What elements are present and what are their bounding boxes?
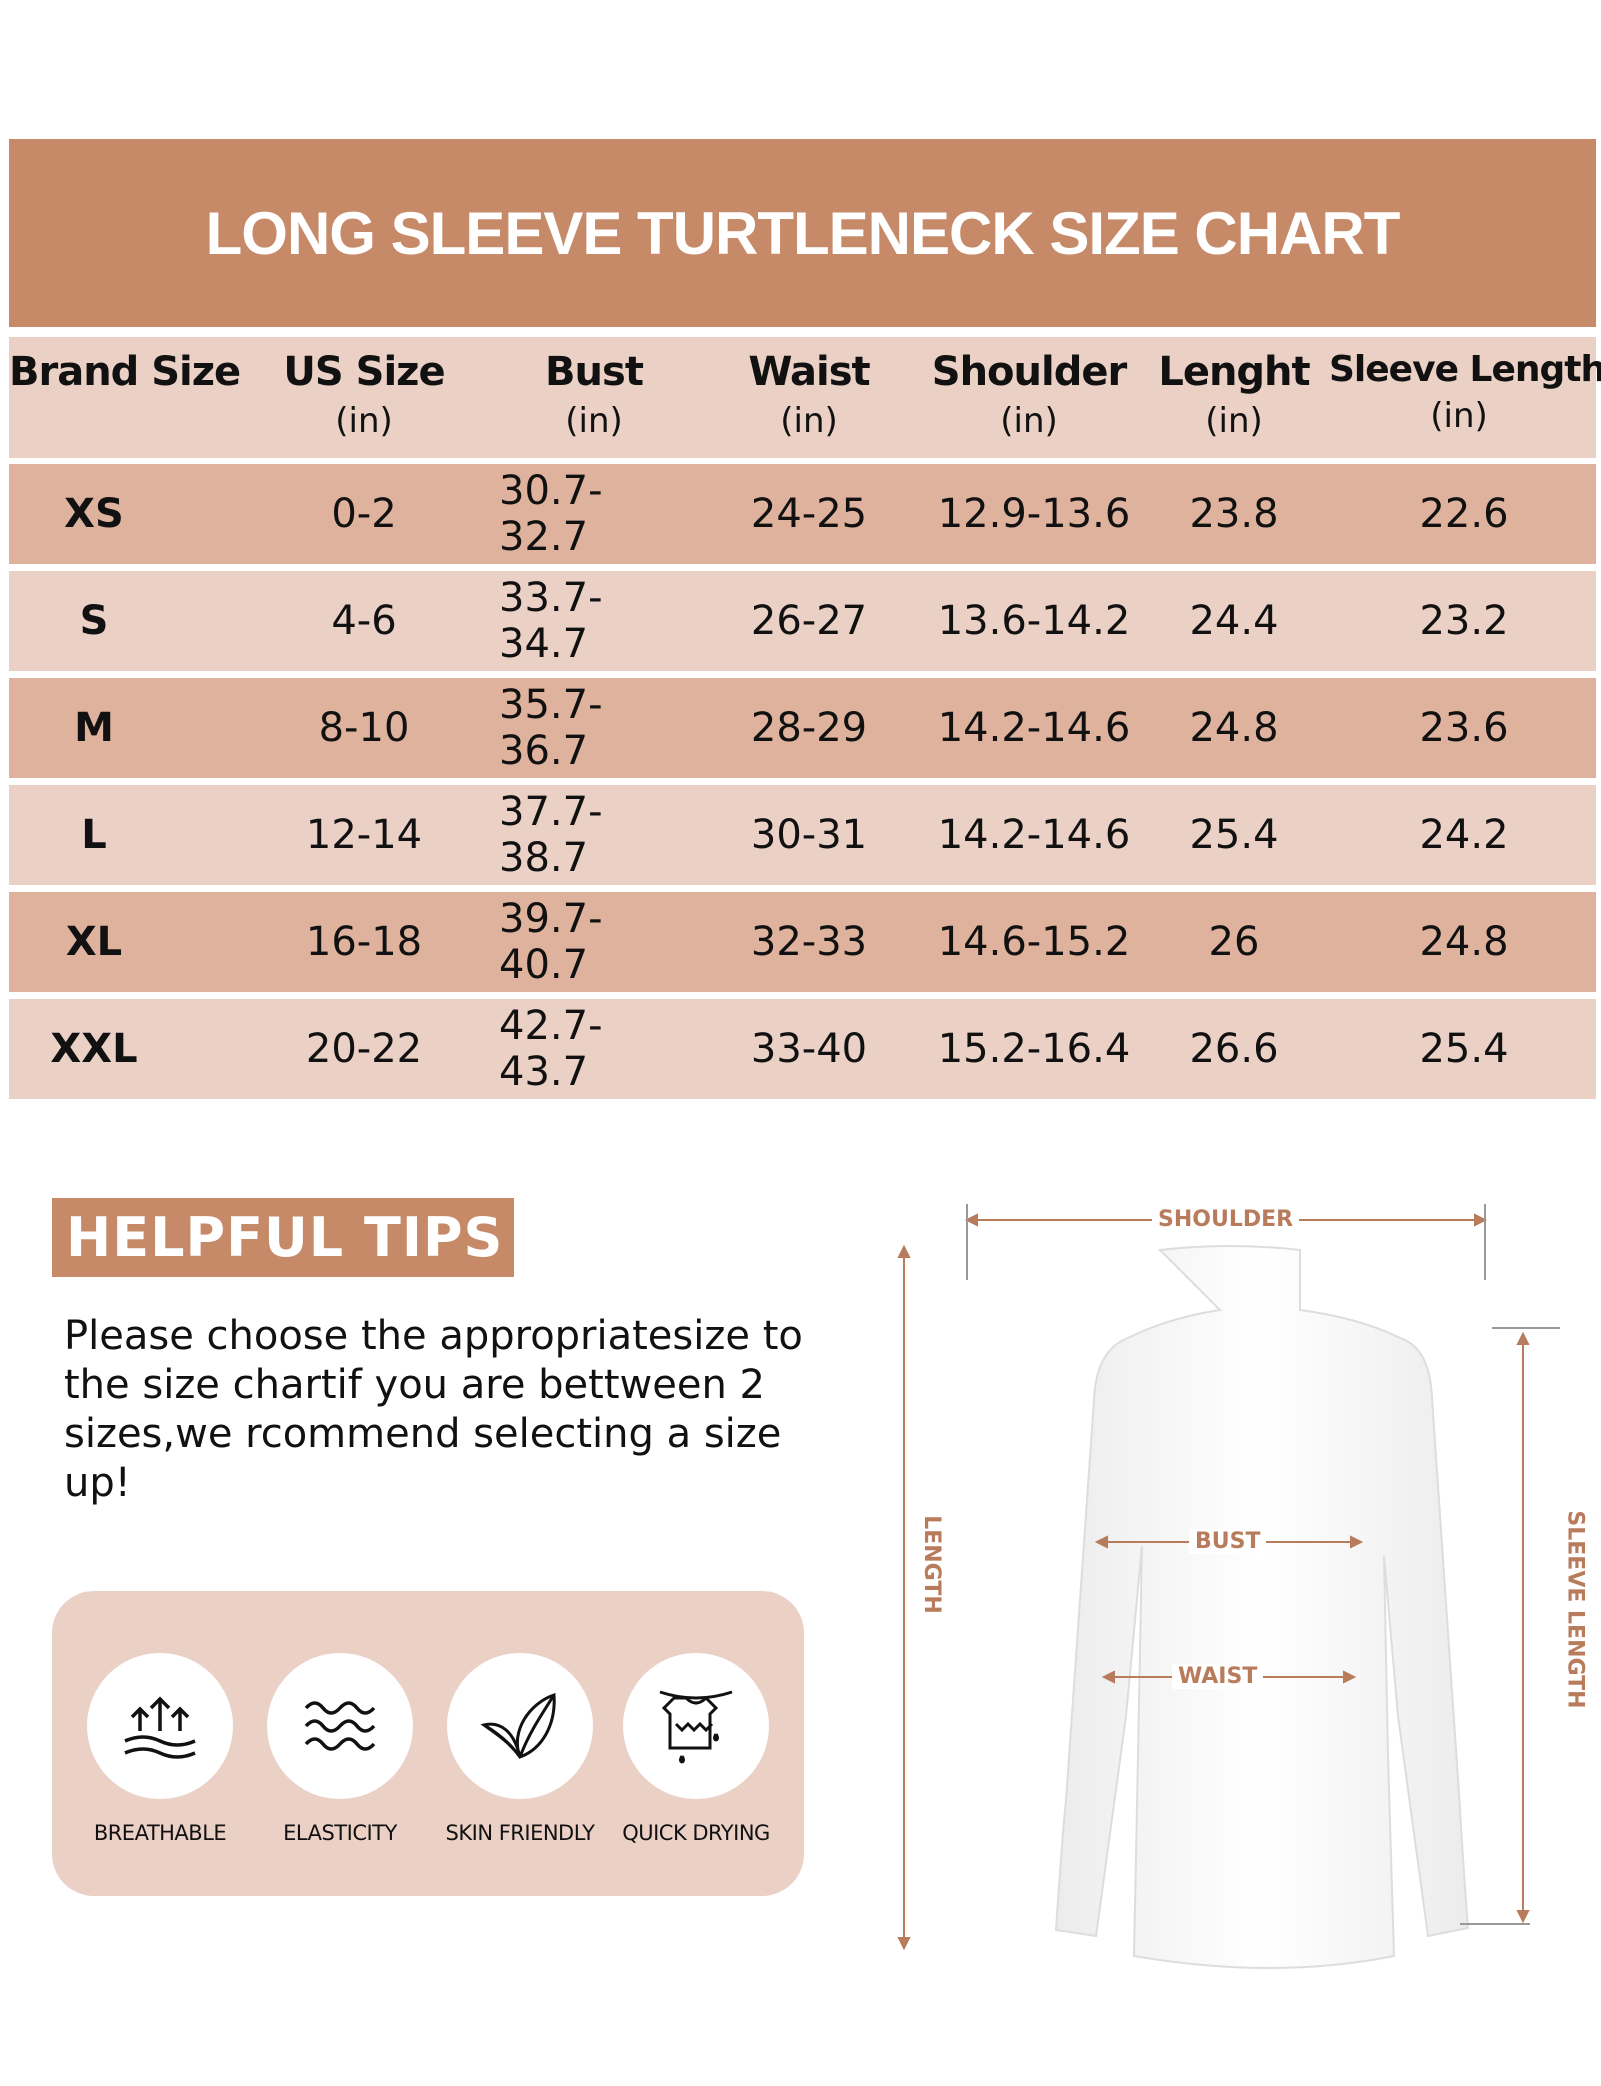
header-us-size: US Size (in) <box>283 349 445 441</box>
breathable-icon <box>124 1696 196 1759</box>
header-sleeve-length: Sleeve Length (in) <box>1329 349 1601 436</box>
cell-waist: 26-27 <box>750 598 868 644</box>
cell-us-size: 16-18 <box>305 919 423 965</box>
table-row: XXL 20-22 42.7-43.7 33-40 15.2-16.4 26.6 25.4 <box>9 999 1596 1099</box>
length-label: LENGTH <box>918 1515 944 1614</box>
page-title: LONG SLEEVE TURTLENECK SIZE CHART <box>205 199 1401 267</box>
header-waist: Waist (in) <box>748 349 870 441</box>
cell-waist: 28-29 <box>750 705 868 751</box>
header-shoulder: Shoulder (in) <box>931 349 1127 441</box>
cell-bust: 30.7-32.7 <box>499 468 603 560</box>
waist-label: WAIST <box>1172 1664 1264 1689</box>
cell-length: 24.4 <box>1189 598 1279 644</box>
table-header: Brand Size US Size (in) Bust (in) Waist (in… <box>9 337 1601 458</box>
elasticity-icon <box>304 1701 376 1751</box>
cell-length: 26 <box>1208 919 1260 965</box>
cell-shoulder: 14.2-14.6 <box>937 705 1131 751</box>
cell-sleeve-length: 23.2 <box>1419 598 1509 644</box>
cell-brand-size: M <box>74 705 114 751</box>
cell-bust: 35.7-36.7 <box>499 682 603 774</box>
helpful-tips-text: Please choose the appropriatesize to the… <box>64 1313 803 1506</box>
cell-waist: 30-31 <box>750 812 868 858</box>
cell-us-size: 20-22 <box>305 1026 423 1072</box>
feature-elasticity: ELASTICITY <box>240 1653 440 1845</box>
cell-us-size: 0-2 <box>331 491 397 537</box>
cell-sleeve-length: 23.6 <box>1419 705 1509 751</box>
bust-label: BUST <box>1189 1529 1267 1554</box>
sleeve-length-label: SLEEVE LENGTH <box>1562 1510 1588 1709</box>
turtleneck-diagram <box>897 1204 1560 1969</box>
cell-length: 25.4 <box>1189 812 1279 858</box>
table-row: L 12-14 37.7-38.7 30-31 14.2-14.6 25.4 24.2 <box>9 785 1596 885</box>
cell-waist: 24-25 <box>750 491 868 537</box>
feature-quick-drying: QUICK DRYING <box>596 1653 796 1845</box>
header-length: Lenght (in) <box>1158 349 1310 441</box>
cell-bust: 33.7-34.7 <box>499 575 603 667</box>
cell-us-size: 4-6 <box>331 598 397 644</box>
quick-drying-icon <box>659 1690 733 1764</box>
leaf-icon <box>480 1692 556 1759</box>
cell-brand-size: XXL <box>50 1026 138 1072</box>
cell-shoulder: 15.2-16.4 <box>937 1026 1131 1072</box>
cell-shoulder: 14.6-15.2 <box>937 919 1131 965</box>
cell-bust: 37.7-38.7 <box>499 789 603 881</box>
helpful-tips-heading: HELPFUL TIPS <box>52 1198 514 1277</box>
feature-skin-friendly: SKIN FRIENDLY <box>420 1653 620 1845</box>
cell-bust: 42.7-43.7 <box>499 1003 603 1095</box>
cell-shoulder: 12.9-13.6 <box>937 491 1131 537</box>
cell-brand-size: XL <box>65 919 123 965</box>
cell-waist: 32-33 <box>750 919 868 965</box>
cell-shoulder: 13.6-14.2 <box>937 598 1131 644</box>
header-bust: Bust (in) <box>545 349 644 441</box>
cell-us-size: 12-14 <box>305 812 423 858</box>
cell-bust: 39.7-40.7 <box>499 896 603 988</box>
cell-length: 26.6 <box>1189 1026 1279 1072</box>
table-row: S 4-6 33.7-34.7 26-27 13.6-14.2 24.4 23.2 <box>9 571 1596 671</box>
table-row: M 8-10 35.7-36.7 28-29 14.2-14.6 24.8 23.6 <box>9 678 1596 778</box>
cell-length: 23.8 <box>1189 491 1279 537</box>
header-brand-size: Brand Size <box>9 349 241 395</box>
cell-shoulder: 14.2-14.6 <box>937 812 1131 858</box>
cell-waist: 33-40 <box>750 1026 868 1072</box>
title-banner: LONG SLEEVE TURTLENECK SIZE CHART <box>9 139 1596 327</box>
cell-sleeve-length: 25.4 <box>1419 1026 1509 1072</box>
cell-brand-size: S <box>79 598 109 644</box>
cell-sleeve-length: 24.2 <box>1419 812 1509 858</box>
cell-length: 24.8 <box>1189 705 1279 751</box>
cell-brand-size: XS <box>64 491 124 537</box>
cell-us-size: 8-10 <box>318 705 410 751</box>
table-row: XS 0-2 30.7-32.7 24-25 12.9-13.6 23.8 22.6 <box>9 464 1596 564</box>
features-panel: BREATHABLE ELASTICITY SKIN FRIENDLY QUIC… <box>52 1591 804 1896</box>
feature-breathable: BREATHABLE <box>60 1653 260 1845</box>
turtleneck-shirt-image <box>1054 1245 1470 1969</box>
cell-sleeve-length: 24.8 <box>1419 919 1509 965</box>
cell-sleeve-length: 22.6 <box>1419 491 1509 537</box>
table-row: XL 16-18 39.7-40.7 32-33 14.6-15.2 26 24.8 <box>9 892 1596 992</box>
shoulder-label: SHOULDER <box>1152 1207 1300 1232</box>
cell-brand-size: L <box>81 812 107 858</box>
